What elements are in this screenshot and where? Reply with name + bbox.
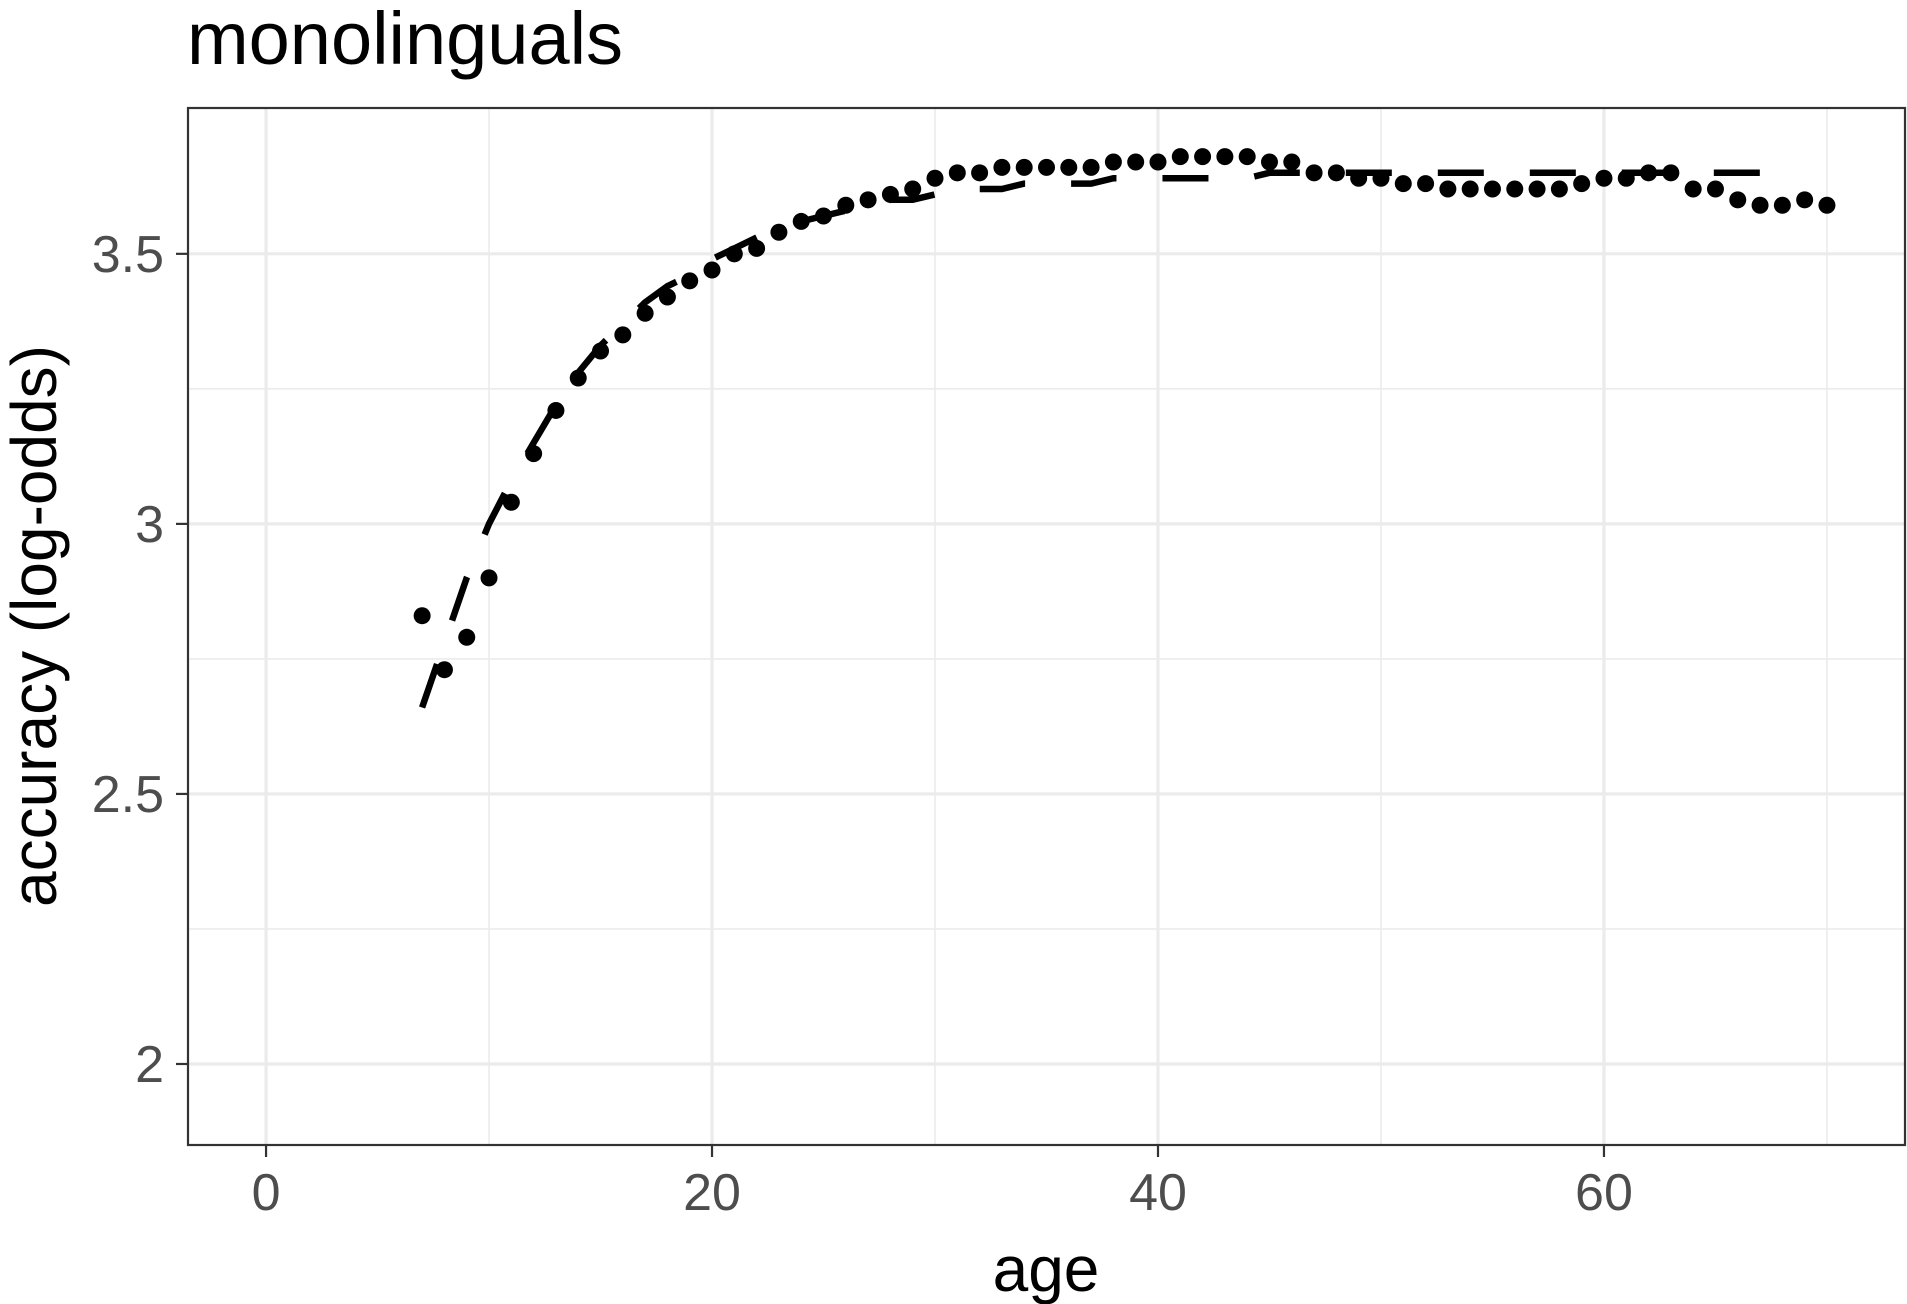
data-point — [1372, 169, 1390, 187]
chart-title: monolinguals — [187, 0, 623, 80]
y-axis: 2 2.5 3 3.5 — [92, 226, 188, 1094]
data-point — [1483, 180, 1501, 198]
data-point — [859, 191, 877, 209]
data-point — [1506, 180, 1524, 198]
data-point — [1796, 191, 1814, 209]
data-point — [1327, 164, 1345, 182]
data-point — [1528, 180, 1546, 198]
x-tick-label: 20 — [683, 1164, 741, 1222]
y-tick-label: 3.5 — [92, 226, 164, 284]
x-axis-title: age — [993, 1233, 1100, 1304]
data-point — [1104, 153, 1122, 171]
data-point — [1127, 153, 1145, 171]
data-point — [614, 326, 632, 344]
data-point — [1684, 180, 1702, 198]
panel-border — [186, 106, 1907, 1147]
data-point — [1417, 175, 1435, 193]
data-point — [792, 212, 810, 230]
data-point — [502, 493, 520, 511]
x-tick-label: 40 — [1129, 1164, 1187, 1222]
points-series — [413, 148, 1836, 679]
x-tick-label: 60 — [1575, 1164, 1633, 1222]
data-point — [725, 245, 743, 263]
fit-line — [419, 169, 1805, 709]
data-point — [770, 223, 788, 241]
data-point — [1550, 180, 1568, 198]
data-point — [569, 369, 587, 387]
data-point — [1439, 180, 1457, 198]
data-point — [1149, 153, 1167, 171]
data-point — [1283, 153, 1301, 171]
data-point — [1595, 169, 1613, 187]
data-point — [658, 288, 676, 306]
y-tick-label: 2.5 — [92, 766, 164, 824]
data-point — [592, 342, 610, 360]
data-point — [413, 607, 431, 625]
data-point — [1038, 158, 1055, 176]
data-point — [1818, 196, 1836, 214]
data-point — [1706, 180, 1724, 198]
data-point — [1461, 180, 1479, 198]
data-point — [1194, 148, 1212, 166]
plot-panel — [188, 108, 1905, 1145]
data-point — [1015, 158, 1033, 176]
data-point — [1751, 196, 1769, 214]
data-point — [1060, 158, 1078, 176]
data-point — [1394, 175, 1412, 193]
y-axis-title: accuracy (log-odds) — [0, 345, 70, 907]
grid-minor — [188, 108, 1905, 1145]
data-point — [1573, 175, 1591, 193]
data-point — [1773, 196, 1791, 214]
data-point — [748, 239, 766, 257]
data-point — [1662, 164, 1680, 182]
data-point — [480, 569, 498, 587]
x-axis: 0 20 40 60 — [252, 1145, 1633, 1222]
data-point — [971, 164, 989, 182]
data-point — [815, 207, 833, 225]
data-point — [636, 304, 654, 322]
data-point — [1238, 148, 1256, 166]
y-tick-label: 2 — [135, 1036, 164, 1094]
data-point — [993, 158, 1011, 176]
data-point — [703, 261, 721, 279]
data-point — [1082, 158, 1100, 176]
data-point — [458, 628, 476, 646]
data-point — [948, 164, 966, 182]
data-point — [926, 169, 944, 187]
data-point — [1260, 153, 1278, 171]
fit-line-series — [419, 169, 1805, 709]
x-tick-label: 0 — [252, 1164, 281, 1222]
data-point — [1216, 148, 1234, 166]
data-point — [1171, 148, 1189, 166]
data-point — [525, 445, 543, 463]
data-point — [1350, 169, 1368, 187]
y-tick-label: 3 — [135, 496, 164, 554]
data-point — [1729, 191, 1747, 209]
data-point — [1305, 164, 1323, 182]
grid-major — [188, 108, 1905, 1145]
data-point — [435, 661, 453, 679]
data-point — [837, 196, 855, 214]
data-point — [904, 180, 922, 198]
data-point — [1640, 164, 1658, 182]
data-point — [681, 272, 699, 290]
data-point — [881, 185, 899, 203]
data-point — [1617, 169, 1635, 187]
data-point — [547, 401, 565, 419]
